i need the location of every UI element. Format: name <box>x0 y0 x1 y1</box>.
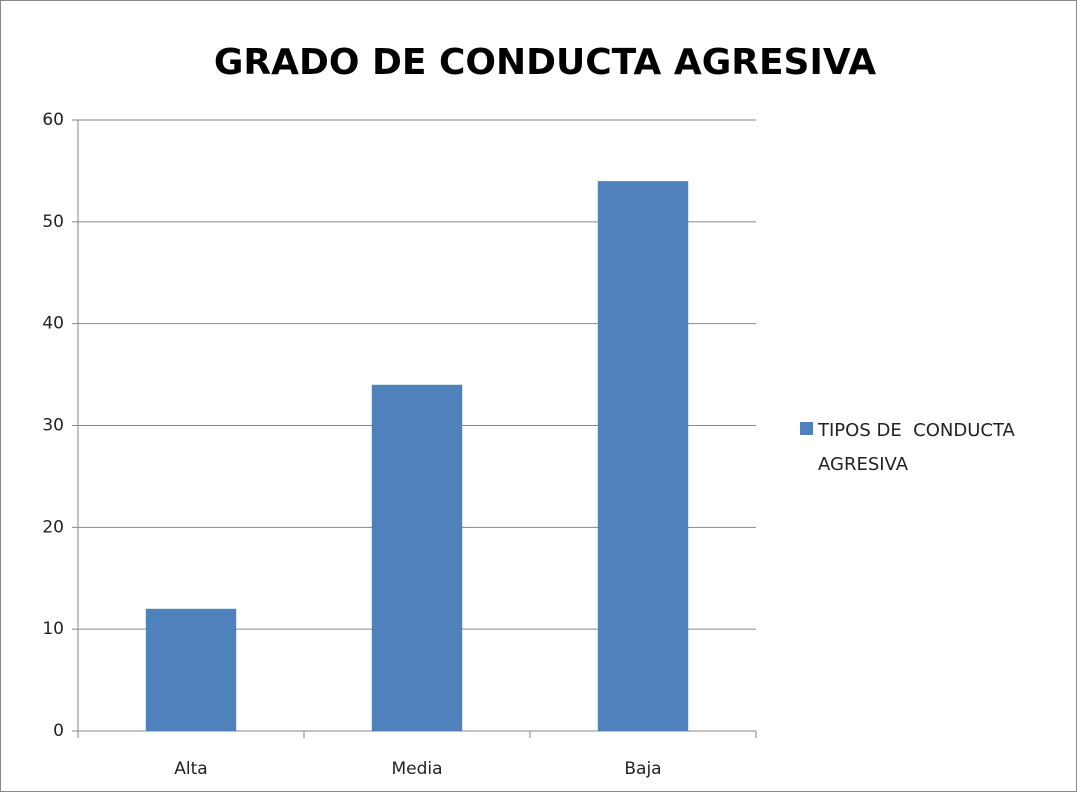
y-tick-label: 20 <box>42 517 64 537</box>
bar <box>597 181 689 732</box>
y-tick-label: 60 <box>42 110 64 130</box>
y-tick-label: 40 <box>42 314 64 334</box>
bar <box>371 384 463 731</box>
y-tick-label: 30 <box>42 416 64 436</box>
y-tick-label: 50 <box>42 212 64 232</box>
x-tick-label: Baja <box>624 759 661 779</box>
legend-label: TIPOS DE CONDUCTA AGRESIVA <box>818 420 1021 475</box>
x-tick-label: Media <box>391 759 442 779</box>
legend-swatch <box>800 422 813 435</box>
chart-title: GRADO DE CONDUCTA AGRESIVA <box>214 42 876 83</box>
bar <box>145 608 237 731</box>
y-tick-label: 10 <box>42 619 64 639</box>
y-tick-label: 0 <box>53 721 64 741</box>
x-tick-label: Alta <box>174 759 207 779</box>
